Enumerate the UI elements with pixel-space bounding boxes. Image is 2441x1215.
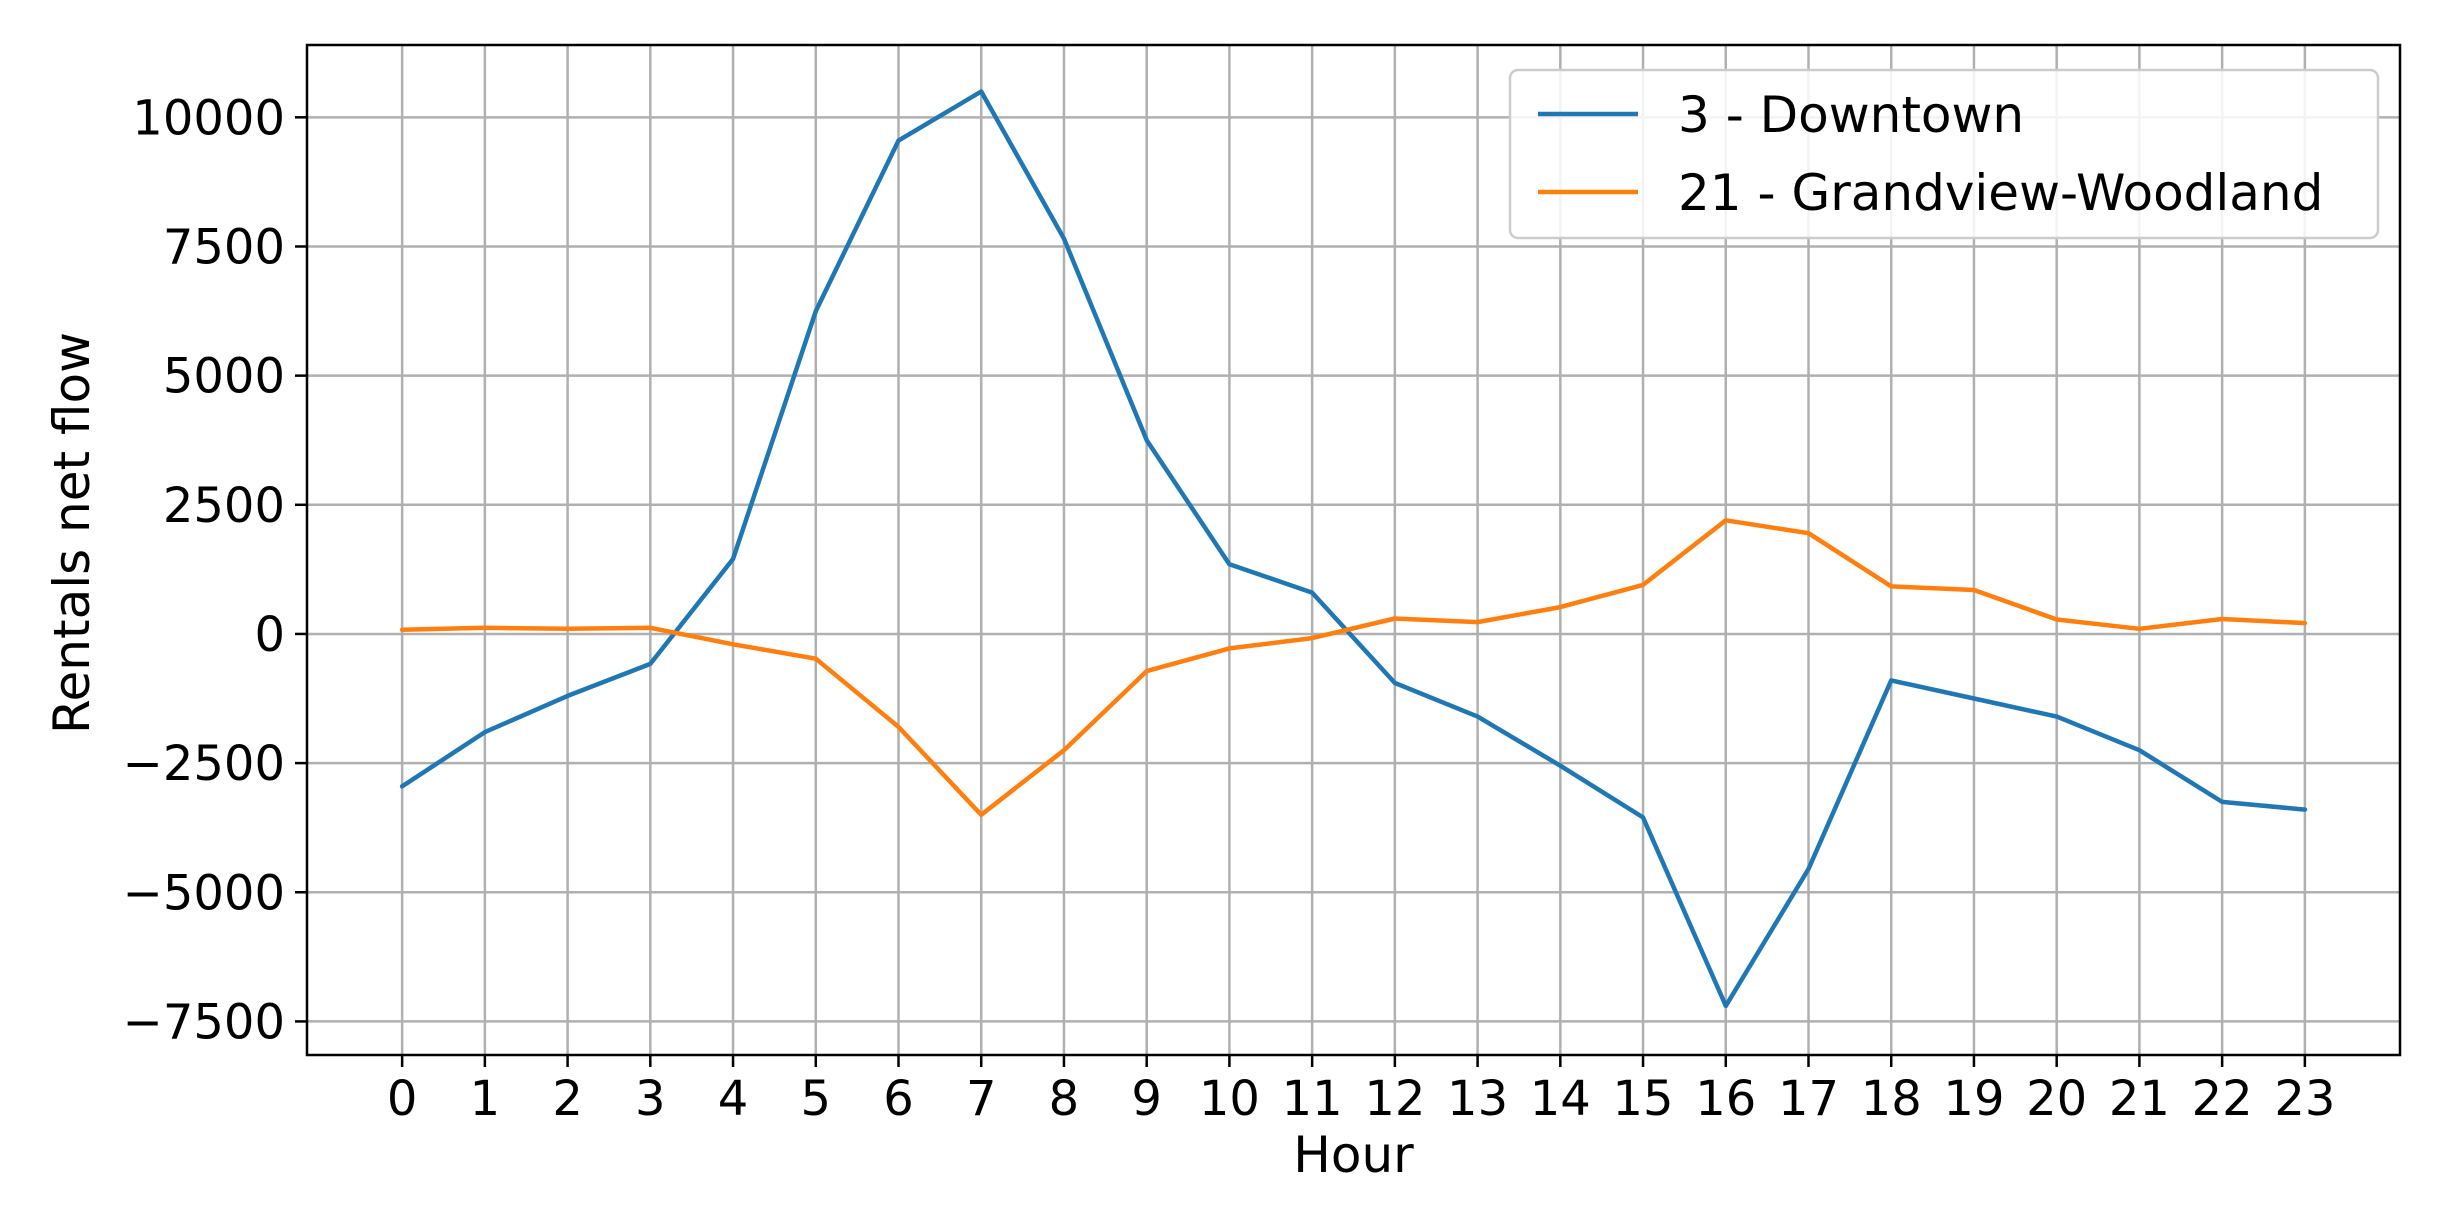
legend-box <box>1508 68 2380 240</box>
x-tick-label: 14 <box>1530 1071 1591 1127</box>
x-tick-label: 12 <box>1364 1071 1425 1127</box>
series-group <box>399 89 2308 1009</box>
x-tick-label: 1 <box>470 1071 501 1127</box>
y-tick-label: −2500 <box>123 736 285 792</box>
y-tick-label: 7500 <box>163 219 285 275</box>
grid <box>307 45 2400 1055</box>
x-tick-label: 22 <box>2192 1071 2253 1127</box>
y-axis-label: Rentals net flow <box>43 332 101 734</box>
x-axis-label: Hour <box>1293 1126 1414 1184</box>
x-tick-label: 10 <box>1199 1071 1260 1127</box>
y-tick-label: −7500 <box>123 994 285 1050</box>
x-tick-label: 21 <box>2109 1071 2170 1127</box>
y-axis-ticks: 10000 7500 5000 2500 0 −2500 −5000 −7500 <box>123 90 307 1050</box>
y-tick-label: 2500 <box>163 478 285 534</box>
x-axis-ticks: 0 1 2 3 4 5 6 7 8 9 10 11 12 13 14 15 16 17 18 19 20 21 22 23 <box>387 1055 2335 1127</box>
x-tick-label: 15 <box>1613 1071 1674 1127</box>
x-tick-label: 9 <box>1131 1071 1162 1127</box>
series-line-2 <box>399 518 2308 818</box>
x-tick-label: 0 <box>387 1071 418 1127</box>
x-tick-label: 11 <box>1282 1071 1343 1127</box>
x-tick-label: 13 <box>1447 1071 1508 1127</box>
plot-frame <box>305 43 2402 1057</box>
legend-label: 3 - Downtown <box>1678 86 2024 144</box>
y-tick-label: 0 <box>254 607 285 663</box>
x-tick-label: 16 <box>1695 1071 1756 1127</box>
legend: 3 - Downtown 21 - Grandview-Woodland <box>1508 68 2380 240</box>
y-tick-label: −5000 <box>123 865 285 921</box>
x-tick-label: 5 <box>800 1071 831 1127</box>
x-tick-label: 23 <box>2274 1071 2335 1127</box>
x-tick-label: 8 <box>1049 1071 1080 1127</box>
y-tick-label: 10000 <box>132 90 285 146</box>
x-tick-label: 4 <box>718 1071 749 1127</box>
y-tick-label: 5000 <box>163 349 285 405</box>
x-tick-label: 7 <box>966 1071 997 1127</box>
legend-label: 21 - Grandview-Woodland <box>1678 164 2323 222</box>
x-tick-label: 18 <box>1861 1071 1922 1127</box>
x-tick-label: 17 <box>1778 1071 1839 1127</box>
x-tick-label: 6 <box>883 1071 914 1127</box>
x-tick-label: 19 <box>1943 1071 2004 1127</box>
series-line-1 <box>399 89 2308 1009</box>
x-tick-label: 2 <box>552 1071 583 1127</box>
x-tick-label: 20 <box>2026 1071 2087 1127</box>
x-tick-label: 3 <box>635 1071 666 1127</box>
